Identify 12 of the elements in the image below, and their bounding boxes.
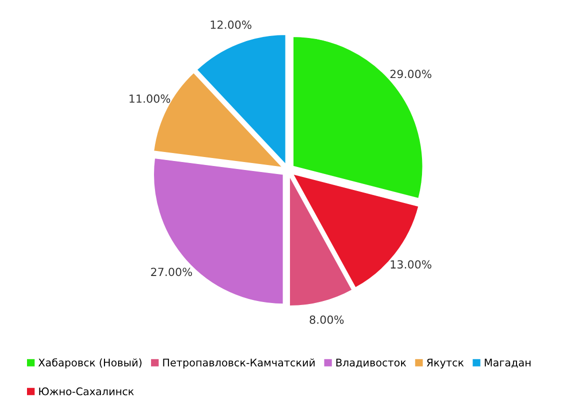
legend-label: Хабаровск (Новый) [38,358,142,368]
legend-label: Владивосток [336,358,406,368]
legend-label: Петропавловск-Камчатский [163,358,315,368]
data-label: 12.00% [210,20,252,29]
data-label: 8.00% [310,315,344,324]
legend-label: Магадан [484,358,531,368]
data-label: 13.00% [390,260,432,269]
data-label: 27.00% [151,268,192,276]
data-label: 29.00% [390,70,432,78]
data-label: 11.00% [130,94,170,103]
legend-label: Южно-Сахалинск [39,387,134,396]
legend-label: Якутск [426,358,464,368]
